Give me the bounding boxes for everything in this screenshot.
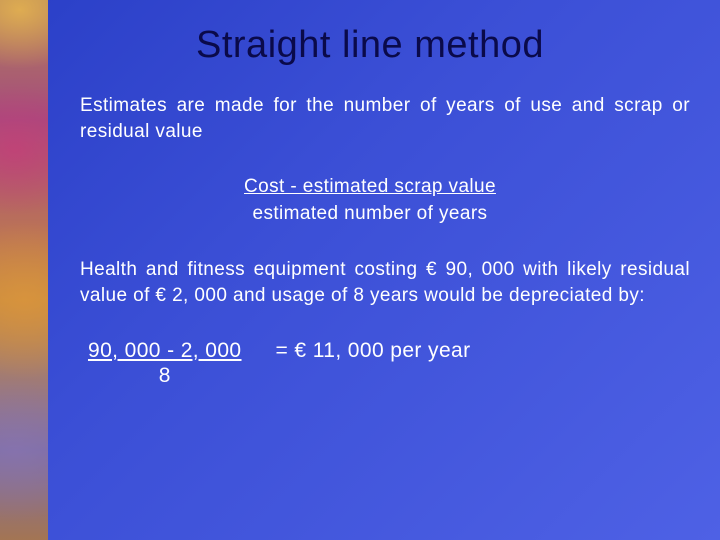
formula-numerator: Cost - estimated scrap value — [50, 174, 690, 201]
slide-title: Straight line method — [50, 24, 690, 67]
intro-paragraph: Estimates are made for the number of yea… — [80, 93, 690, 144]
euro-banknotes-collage — [0, 0, 48, 540]
calculation-numerator: 90, 000 - 2, 000 — [88, 339, 242, 363]
decorative-side-image — [0, 0, 48, 540]
formula-denominator: estimated number of years — [50, 201, 690, 228]
formula: Cost - estimated scrap value estimated n… — [50, 174, 690, 227]
slide-content: Straight line method Estimates are made … — [80, 0, 690, 540]
calculation-result: = € 11, 000 per year — [276, 339, 471, 363]
slide: Straight line method Estimates are made … — [0, 0, 720, 540]
calculation: 90, 000 - 2, 000 8 = € 11, 000 per year — [80, 339, 690, 388]
calculation-fraction: 90, 000 - 2, 000 8 — [88, 339, 242, 388]
example-paragraph: Health and fitness equipment costing € 9… — [80, 257, 690, 308]
calculation-denominator: 8 — [159, 364, 171, 388]
